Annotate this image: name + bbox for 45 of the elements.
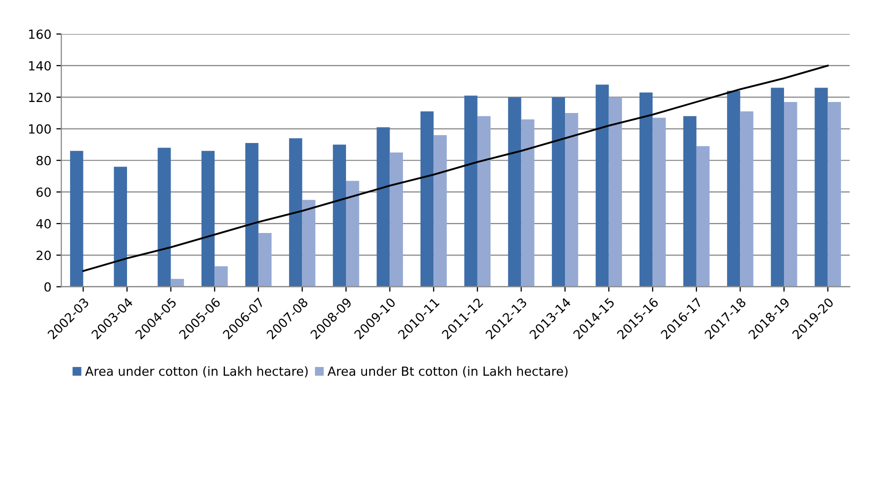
bar xyxy=(784,102,798,287)
bar xyxy=(332,144,346,287)
y-tick-label: 160 xyxy=(29,29,51,39)
bar xyxy=(608,97,622,287)
legend-label: Area under cotton (in Lakh hectare) xyxy=(85,366,308,378)
bar xyxy=(521,119,534,287)
bar xyxy=(770,88,784,287)
bar xyxy=(652,118,666,287)
bar xyxy=(114,166,128,287)
legend-label: Area under Bt cotton (in Lakh hectare) xyxy=(328,366,568,378)
bar xyxy=(740,111,754,287)
bar xyxy=(683,116,696,287)
bar xyxy=(420,111,434,287)
bar xyxy=(390,152,403,287)
bar xyxy=(376,127,390,287)
y-tick-label: 0 xyxy=(44,282,51,292)
bar xyxy=(814,88,828,287)
y-tick-label: 80 xyxy=(36,156,51,166)
y-tick-label: 140 xyxy=(29,61,51,71)
bar xyxy=(158,148,171,287)
y-tick-label: 20 xyxy=(36,250,51,260)
y-tick-label: 60 xyxy=(36,187,51,197)
bar xyxy=(639,92,653,287)
bar xyxy=(434,135,447,287)
bar xyxy=(828,102,841,287)
bar xyxy=(245,143,258,287)
bar xyxy=(696,146,710,287)
y-tick-label: 40 xyxy=(36,219,51,228)
bar xyxy=(464,96,478,287)
bar xyxy=(258,233,272,287)
bar xyxy=(201,150,215,287)
bar xyxy=(214,266,228,287)
bar xyxy=(477,116,491,287)
bar xyxy=(552,97,566,287)
y-tick-label: 120 xyxy=(29,92,51,102)
bar xyxy=(727,90,740,287)
y-tick-label: 100 xyxy=(29,124,51,134)
bar xyxy=(596,84,609,287)
bar xyxy=(70,150,84,287)
bar xyxy=(565,112,578,287)
bar xyxy=(508,97,522,287)
line-series xyxy=(82,64,829,272)
bar xyxy=(302,200,316,287)
bar xyxy=(346,180,360,287)
bar xyxy=(289,138,302,287)
